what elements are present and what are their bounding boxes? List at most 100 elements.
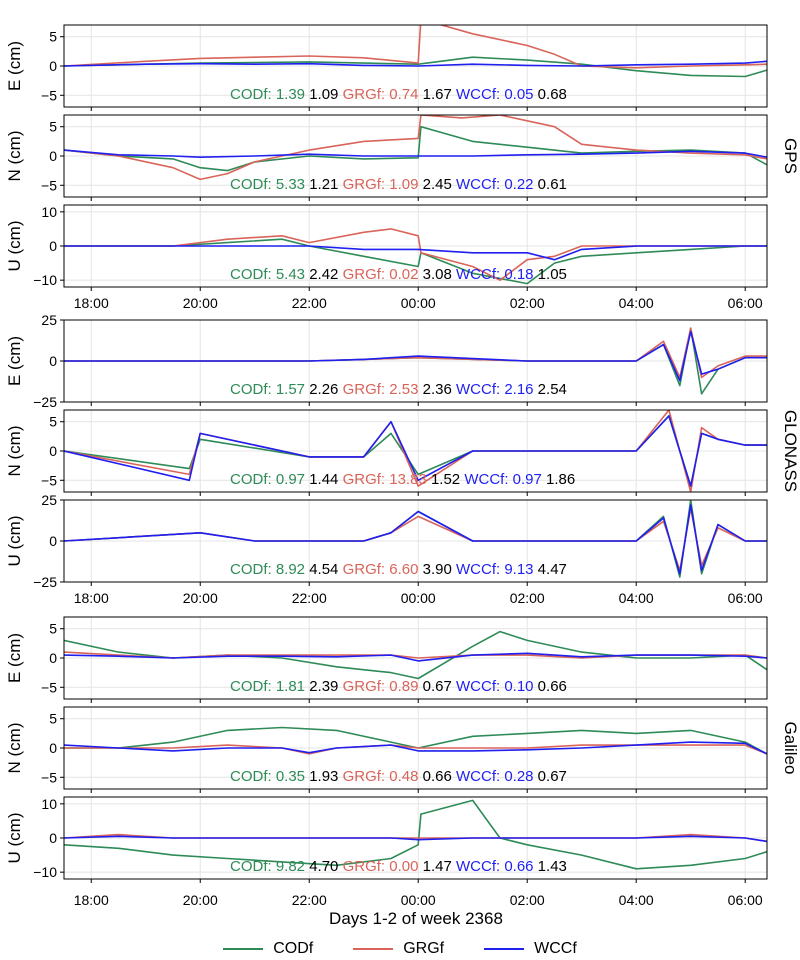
y-tick-label: 5 — [49, 414, 57, 430]
stats-name-grgf: GRGf: 0.02 — [338, 266, 418, 283]
x-tick-label: 20:00 — [183, 590, 218, 606]
series-wccf-gps-u — [64, 245, 767, 261]
stats-name-wccf: WCCf: 0.05 — [452, 86, 534, 103]
y-tick-label: −5 — [41, 472, 57, 488]
y-tick-label: 0 — [49, 148, 57, 164]
stats-galileo-e: CODf: 1.81 2.39 GRGf: 0.89 0.67 WCCf: 0.… — [230, 678, 567, 695]
stats-name-codf: CODf: 0.97 — [230, 471, 305, 488]
y-axis-label-gps-e: E (cm) — [5, 41, 24, 91]
x-tick-label: 06:00 — [728, 295, 763, 311]
stats-name-codf: CODf: 5.33 — [230, 176, 305, 193]
stats-glonass-e: CODf: 1.57 2.26 GRGf: 2.53 2.36 WCCf: 2.… — [230, 381, 567, 398]
stats-value-wccf: 0.66 — [534, 678, 567, 695]
stats-value-wccf: 0.61 — [534, 176, 567, 193]
y-axis-label-galileo-n: N (cm) — [5, 723, 24, 774]
x-tick-label: 18:00 — [74, 590, 109, 606]
stats-name-grgf: GRGf: 0.00 — [338, 858, 418, 875]
stats-value-codf: 1.93 — [305, 768, 338, 785]
x-tick-label: 02:00 — [510, 295, 545, 311]
stats-value-wccf: 1.86 — [542, 471, 575, 488]
legend-swatch-codf — [223, 948, 264, 950]
x-tick-label: 20:00 — [183, 892, 218, 908]
series-wccf-galileo-n — [64, 741, 767, 755]
stats-name-grgf: GRGf: 13.83 — [338, 471, 426, 488]
series-grgf-galileo-n — [64, 744, 767, 755]
series-grgf-gps-e — [64, 25, 767, 69]
x-tick-label: 04:00 — [619, 295, 654, 311]
legend-item-grgf: GRGf — [353, 938, 444, 960]
stats-value-wccf: 1.43 — [534, 858, 567, 875]
stats-name-wccf: WCCf: 2.16 — [452, 381, 534, 398]
stats-name-wccf: WCCf: 0.66 — [452, 858, 534, 875]
stats-name-grgf: GRGf: 1.09 — [338, 176, 418, 193]
legend-label-codf: CODf — [273, 940, 314, 957]
stats-galileo-n: CODf: 0.35 1.93 GRGf: 0.48 0.66 WCCf: 0.… — [230, 768, 567, 785]
stats-value-wccf: 0.67 — [534, 768, 567, 785]
series-wccf-gps-n — [64, 149, 767, 158]
stats-gps-e: CODf: 1.39 1.09 GRGf: 0.74 1.67 WCCf: 0.… — [230, 86, 567, 103]
panel-gps-n: −5 0 5 N (cm) CODf: 5.33 1.21 GRGf: 1.09 2.4… — [5, 114, 768, 201]
y-tick-label: 5 — [49, 621, 57, 637]
stats-value-grgf: 3.08 — [418, 266, 451, 283]
stats-value-grgf: 0.66 — [418, 768, 451, 785]
stats-value-codf: 2.39 — [305, 678, 338, 695]
stats-name-grgf: GRGf: 0.48 — [338, 768, 418, 785]
group-label-gps: GPS — [781, 138, 800, 174]
y-tick-label: 5 — [49, 119, 57, 135]
series-wccf-galileo-u — [64, 835, 767, 843]
panel-glonass-u: −25 0 25 U (cm) CODf: 8.92 4.54 GRGf: 6.60 3… — [5, 492, 768, 590]
series-grgf-glonass-e — [64, 327, 767, 379]
series-wccf-glonass-e — [64, 330, 767, 382]
y-tick-label: −25 — [33, 574, 57, 590]
stats-name-wccf: WCCf: 0.18 — [452, 266, 534, 283]
series-wccf-glonass-n — [64, 415, 767, 487]
series-grgf-gps-n — [64, 115, 767, 181]
stats-value-grgf: 2.36 — [418, 381, 451, 398]
stats-name-wccf: WCCf: 0.97 — [460, 471, 542, 488]
y-axis-label-galileo-u: U (cm) — [5, 813, 24, 864]
stats-value-grgf: 1.52 — [427, 471, 460, 488]
x-tick-label: 00:00 — [401, 295, 436, 311]
stats-name-wccf: WCCf: 0.22 — [452, 176, 534, 193]
y-tick-label: 0 — [49, 443, 57, 459]
x-tick-label: 22:00 — [292, 892, 327, 908]
y-tick-label: 5 — [49, 29, 57, 45]
stats-name-codf: CODf: 9.82 — [230, 858, 305, 875]
stats-galileo-u: CODf: 9.82 4.70 GRGf: 0.00 1.47 WCCf: 0.… — [230, 858, 567, 875]
stats-value-codf: 1.21 — [305, 176, 338, 193]
x-tick-label: 18:00 — [74, 892, 109, 908]
panel-gps-e: −5 0 5 E (cm) CODf: 1.39 1.09 GRGf: 0.74 1.6… — [5, 24, 768, 111]
legend: CODf GRGf WCCf — [0, 938, 800, 960]
panel-glonass-n: −5 0 5 N (cm) CODf: 0.97 1.44 GRGf: 13.83 1.… — [5, 409, 768, 496]
x-tick-label: 22:00 — [292, 590, 327, 606]
stats-value-codf: 2.26 — [305, 381, 338, 398]
legend-swatch-wccf — [484, 948, 525, 950]
stats-name-codf: CODf: 1.81 — [230, 678, 305, 695]
series-codf-galileo-u — [64, 799, 767, 870]
stats-glonass-u: CODf: 8.92 4.54 GRGf: 6.60 3.90 WCCf: 9.… — [230, 561, 567, 578]
stats-name-codf: CODf: 8.92 — [230, 561, 305, 578]
stats-value-codf: 2.42 — [305, 266, 338, 283]
stats-value-grgf: 0.67 — [418, 678, 451, 695]
stats-value-grgf: 1.47 — [418, 858, 451, 875]
series-wccf-glonass-u — [64, 504, 767, 575]
legend-swatch-grgf — [353, 948, 394, 950]
x-tick-label: 04:00 — [619, 892, 654, 908]
stats-name-wccf: WCCf: 0.10 — [452, 678, 534, 695]
x-tick-label: 22:00 — [292, 295, 327, 311]
stats-gps-n: CODf: 5.33 1.21 GRGf: 1.09 2.45 WCCf: 0.… — [230, 176, 567, 193]
y-tick-label: −10 — [33, 864, 57, 880]
y-tick-label: 25 — [41, 492, 57, 508]
legend-item-wccf: WCCf — [484, 938, 577, 960]
x-tick-label: 00:00 — [401, 590, 436, 606]
group-label-galileo: Galileo — [781, 722, 800, 775]
x-tick-label: 00:00 — [401, 892, 436, 908]
y-tick-label: 10 — [41, 796, 57, 812]
plot-root: −5 0 5 E (cm) CODf: 1.39 1.09 GRGf: 0.74 1.6… — [5, 24, 800, 908]
y-axis-label-gps-n: N (cm) — [5, 131, 24, 182]
y-tick-label: −10 — [33, 272, 57, 288]
stats-value-codf: 4.54 — [305, 561, 338, 578]
series-wccf-gps-e — [64, 60, 767, 67]
stats-value-grgf: 2.45 — [418, 176, 451, 193]
